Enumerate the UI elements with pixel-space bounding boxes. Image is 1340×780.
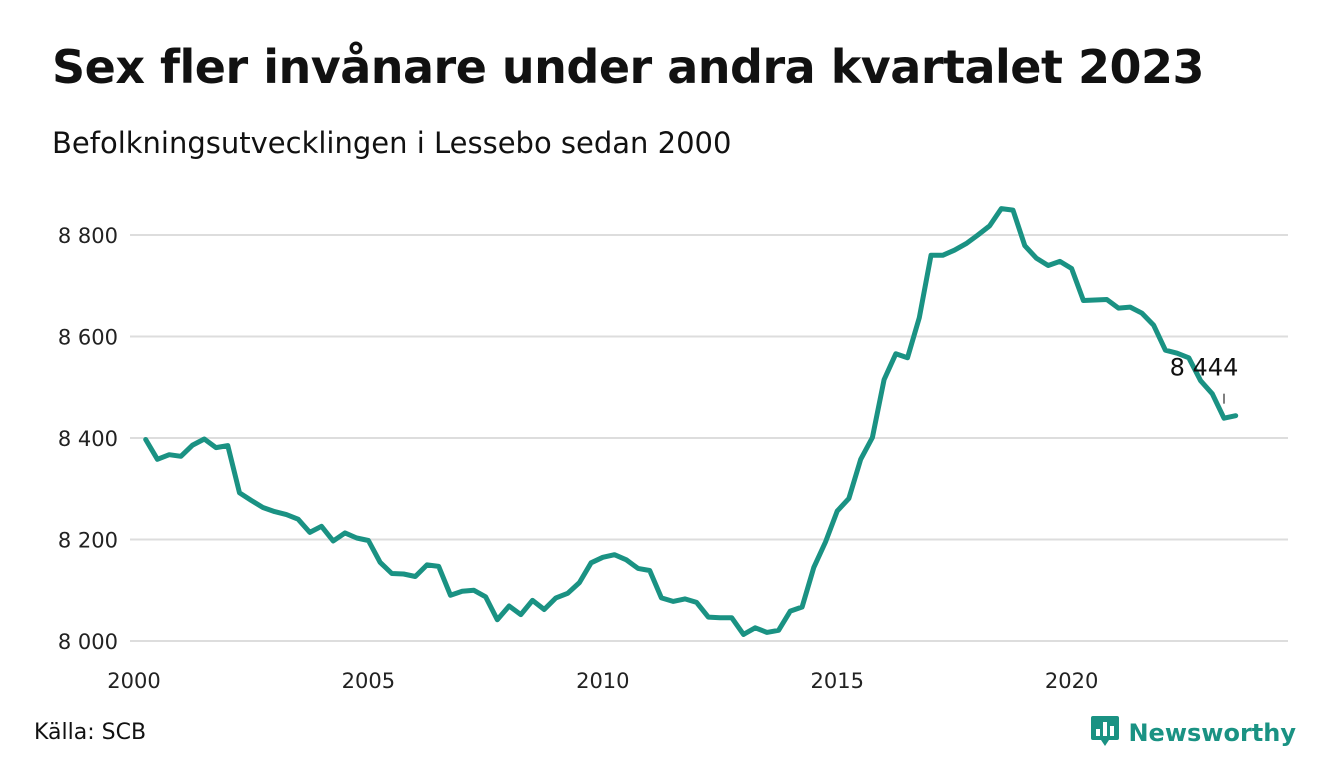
annotation-layer: 8 444 [1170,354,1239,404]
x-tick-label: 2020 [1045,669,1098,693]
y-axis-ticks: 8 000 8 200 8 400 8 600 8 800 [58,224,118,654]
series-layer [143,206,1239,637]
y-tick-label: 8 400 [58,427,118,451]
series-line [143,206,1239,637]
grid-lines [130,234,1288,642]
annotation-label: 8 444 [1170,354,1239,382]
source-note: Källa: SCB [34,720,147,745]
brand-name: Newsworthy [1128,719,1296,747]
chart-subtitle: Befolkningsutvecklingen i Lessebo sedan … [52,126,732,160]
y-tick-label: 8 800 [58,224,118,248]
x-tick-label: 2000 [107,669,160,693]
x-tick-label: 2010 [576,669,629,693]
y-tick-label: 8 200 [58,529,118,553]
x-axis-ticks: 2000 2005 2010 2015 2020 [107,669,1098,693]
x-tick-label: 2005 [342,669,395,693]
y-tick-label: 8 000 [58,630,118,654]
bar-chart-speech-bubble-icon [1090,714,1120,752]
brand-logo: Newsworthy [1090,714,1296,752]
y-tick-label: 8 600 [58,326,118,350]
x-tick-label: 2015 [810,669,863,693]
chart-title: Sex fler invånare under andra kvartalet … [52,40,1205,94]
